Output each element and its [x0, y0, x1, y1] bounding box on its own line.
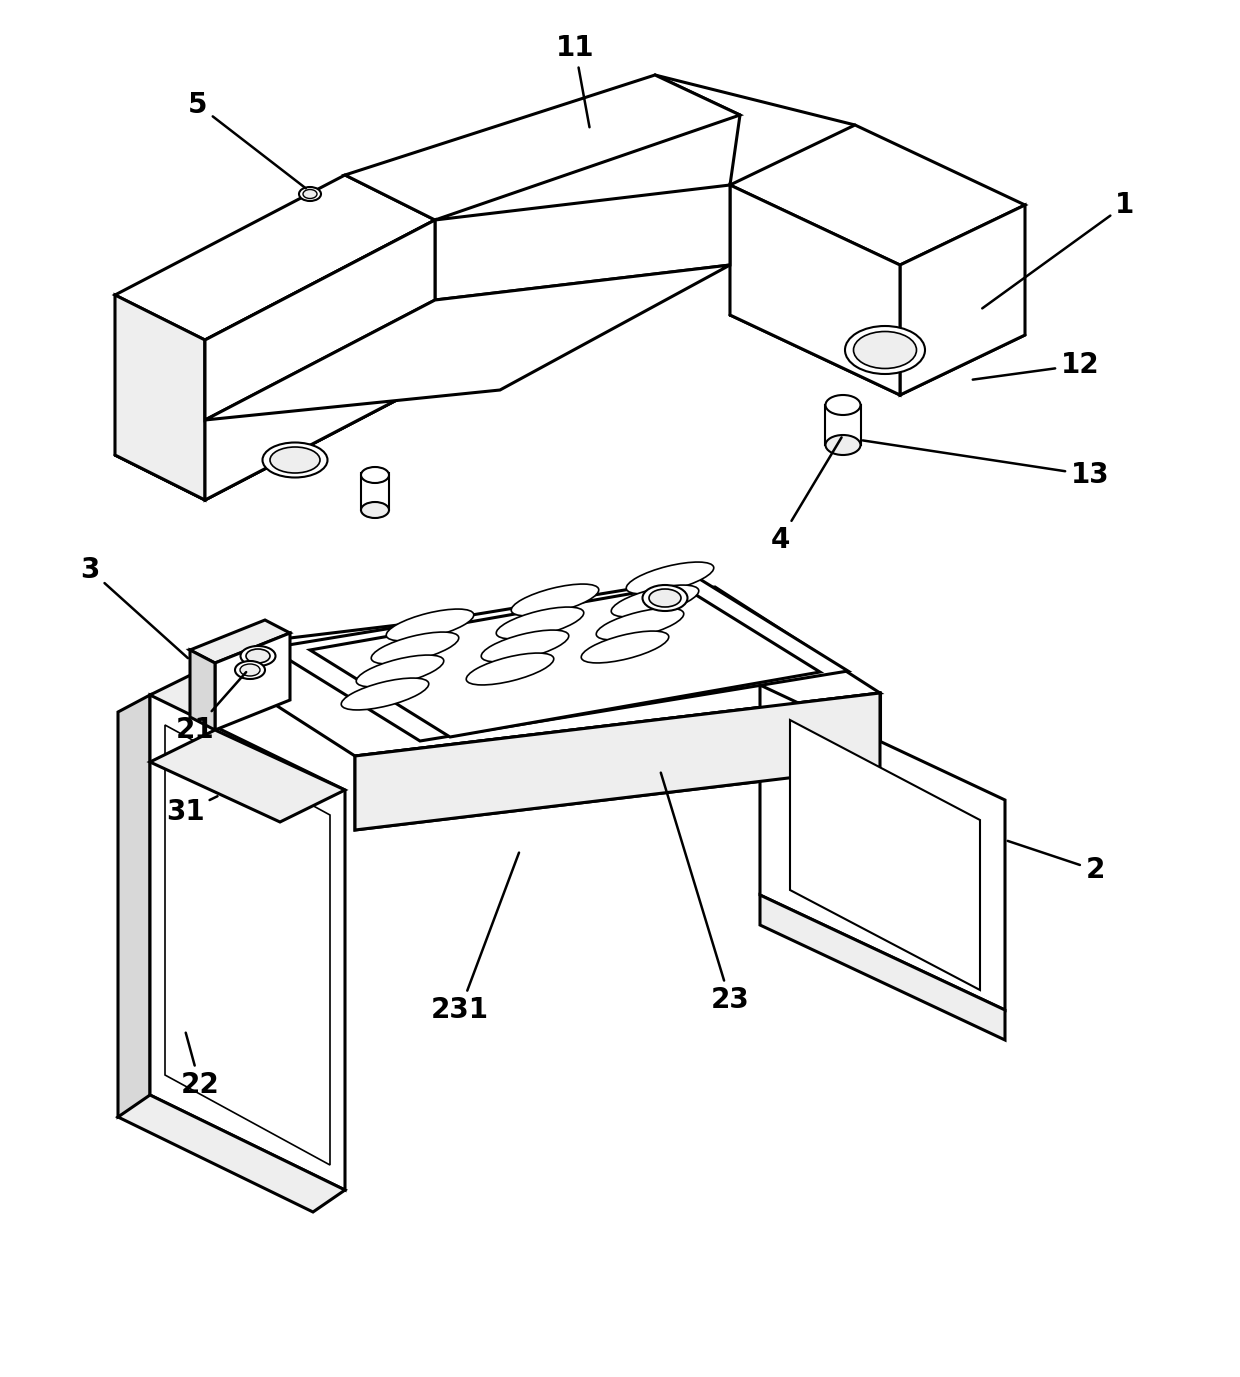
- Ellipse shape: [386, 609, 474, 640]
- Ellipse shape: [826, 435, 861, 454]
- Text: 12: 12: [972, 351, 1100, 380]
- Ellipse shape: [241, 664, 260, 676]
- Ellipse shape: [361, 503, 389, 518]
- Ellipse shape: [341, 677, 429, 711]
- Polygon shape: [900, 205, 1025, 395]
- Ellipse shape: [466, 653, 554, 684]
- Polygon shape: [435, 185, 730, 300]
- Ellipse shape: [496, 607, 584, 639]
- Ellipse shape: [511, 584, 599, 616]
- Polygon shape: [190, 587, 880, 756]
- Text: 5: 5: [188, 91, 306, 189]
- Ellipse shape: [642, 585, 687, 611]
- Polygon shape: [150, 730, 345, 822]
- Ellipse shape: [481, 631, 569, 662]
- Polygon shape: [115, 380, 435, 500]
- Polygon shape: [355, 693, 880, 830]
- Text: 21: 21: [176, 672, 247, 744]
- Text: 22: 22: [181, 1033, 219, 1099]
- Text: 23: 23: [661, 772, 749, 1013]
- Polygon shape: [760, 895, 1004, 1040]
- Polygon shape: [115, 295, 205, 500]
- Ellipse shape: [246, 649, 270, 662]
- Polygon shape: [190, 620, 290, 662]
- Text: 3: 3: [81, 556, 188, 658]
- Polygon shape: [150, 662, 215, 761]
- Ellipse shape: [361, 467, 389, 483]
- Polygon shape: [345, 74, 740, 220]
- Polygon shape: [115, 175, 435, 340]
- Text: 2: 2: [1008, 841, 1105, 884]
- Polygon shape: [730, 185, 900, 395]
- Polygon shape: [361, 474, 389, 509]
- Text: 4: 4: [770, 438, 842, 554]
- Polygon shape: [215, 633, 290, 730]
- Ellipse shape: [303, 190, 317, 198]
- Polygon shape: [190, 650, 215, 730]
- Polygon shape: [790, 720, 980, 990]
- Ellipse shape: [236, 661, 265, 679]
- Text: 31: 31: [166, 796, 217, 826]
- Text: 13: 13: [863, 441, 1110, 489]
- Polygon shape: [165, 726, 330, 1165]
- Ellipse shape: [371, 632, 459, 664]
- Ellipse shape: [826, 395, 861, 414]
- Text: 11: 11: [556, 34, 594, 127]
- Text: 231: 231: [432, 852, 520, 1024]
- Ellipse shape: [263, 442, 327, 478]
- Polygon shape: [355, 693, 880, 830]
- Ellipse shape: [241, 646, 275, 666]
- Polygon shape: [825, 405, 861, 445]
- Ellipse shape: [596, 609, 683, 640]
- Polygon shape: [150, 695, 345, 1190]
- Ellipse shape: [853, 332, 916, 369]
- Polygon shape: [118, 695, 150, 1117]
- Polygon shape: [205, 220, 435, 500]
- Ellipse shape: [270, 448, 320, 474]
- Polygon shape: [205, 264, 730, 420]
- Polygon shape: [118, 1095, 345, 1212]
- Polygon shape: [760, 684, 1004, 1009]
- Polygon shape: [730, 125, 1025, 264]
- Polygon shape: [270, 578, 848, 741]
- Ellipse shape: [611, 585, 699, 617]
- Polygon shape: [310, 585, 820, 737]
- Ellipse shape: [649, 589, 681, 607]
- Ellipse shape: [582, 631, 668, 662]
- Text: 1: 1: [982, 191, 1135, 308]
- Ellipse shape: [844, 326, 925, 375]
- Ellipse shape: [626, 562, 714, 593]
- Ellipse shape: [299, 187, 321, 201]
- Polygon shape: [205, 220, 435, 420]
- Ellipse shape: [356, 655, 444, 687]
